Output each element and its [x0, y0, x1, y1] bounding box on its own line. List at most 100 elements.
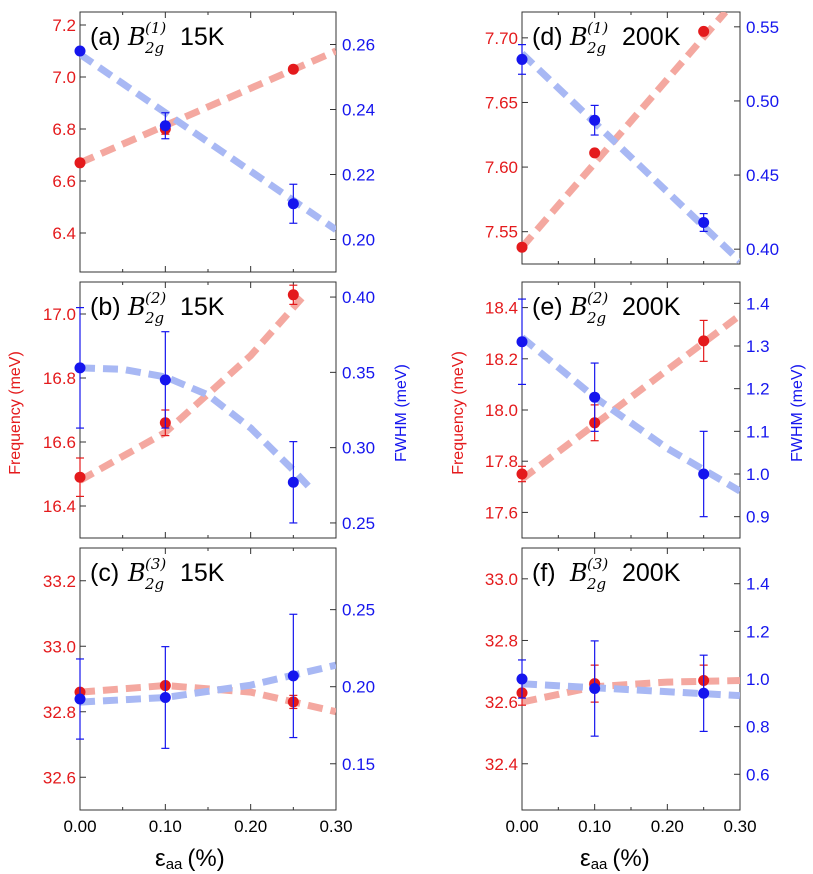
- panel-title-mode: B: [127, 559, 146, 587]
- y-tick-label-right: 0.25: [342, 601, 375, 620]
- y-tick-label-right: 0.25: [342, 514, 375, 533]
- y-tick-label-right: 0.55: [746, 18, 779, 37]
- y-tick-label-left: 7.55: [485, 223, 518, 242]
- y-tick-label-left: 32.6: [485, 693, 518, 712]
- panel-title-prefix: (c): [90, 559, 119, 587]
- ylabel-right-fwhm-2: FWHM (meV): [789, 364, 806, 462]
- panel-title-prefix: (d): [532, 23, 563, 51]
- frequency-point: [698, 25, 710, 37]
- fwhm-point: [516, 336, 528, 348]
- y-tick-label-right: 1.0: [746, 465, 770, 484]
- panel-title-mode-sup: (3): [587, 555, 608, 573]
- y-tick-label-left: 7.65: [485, 93, 518, 112]
- panel-title-temperature: 15K: [180, 293, 225, 321]
- y-tick-label-right: 0.24: [342, 101, 375, 120]
- panel-a: 6.4 6.6 6.8 7.0 7.2 0.20 0.22 0.24 0.26 (a) B (1) 2g…: [52, 11, 375, 273]
- fwhm-point: [74, 693, 86, 705]
- panel-title-mode-sub: 2g: [144, 39, 164, 57]
- y-tick-label-left: 32.8: [43, 703, 76, 722]
- x-tick-label: 0.20: [651, 817, 684, 836]
- fwhm-fit-line: [80, 364, 313, 491]
- panel-title-mode-sup: (2): [587, 289, 608, 307]
- x-tick-label: 0.30: [319, 817, 352, 836]
- x-tick-label: 0.10: [149, 817, 182, 836]
- panel-title-temperature: 200K: [622, 293, 681, 321]
- y-tick-label-right: 0.20: [342, 231, 375, 250]
- y-tick-label-left: 6.4: [52, 224, 76, 243]
- panel-title-mode-sub: 2g: [586, 575, 606, 593]
- fwhm-point: [159, 691, 171, 703]
- y-tick-label-left: 18.2: [485, 350, 518, 369]
- y-tick-label-right: 1.2: [746, 622, 770, 641]
- y-tick-label-left: 33.2: [43, 572, 76, 591]
- fwhm-point: [159, 374, 171, 386]
- y-tick-label-left: 32.4: [485, 755, 518, 774]
- y-tick-label-left: 17.6: [485, 503, 518, 522]
- y-tick-label-left: 16.4: [43, 497, 76, 516]
- fwhm-point: [74, 362, 86, 374]
- panel-title-mode: B: [127, 23, 146, 51]
- fwhm-point: [698, 216, 710, 228]
- y-tick-label-right: 0.20: [342, 678, 375, 697]
- fwhm-fit-line: [522, 50, 740, 264]
- frequency-fit-line: [522, 12, 729, 250]
- y-tick-label-left: 6.8: [52, 120, 76, 139]
- panel-e: 17.6 17.8 18.0 18.2 18.4 0.9 1.0 1.1 1.2 1.3 1.4 (e…: [485, 281, 770, 539]
- panel-title-mode: B: [569, 559, 588, 587]
- frequency-point: [287, 63, 299, 75]
- fwhm-point: [287, 476, 299, 488]
- y-tick-label-right: 0.40: [342, 288, 375, 307]
- panel-title-mode: B: [569, 293, 588, 321]
- ylabel-left-frequency-2: Frequency (meV): [450, 351, 467, 475]
- y-tick-label-right: 1.1: [746, 422, 770, 441]
- xlabel-left: εaa (%): [155, 845, 225, 873]
- panel-title-mode-sub: 2g: [586, 39, 606, 57]
- frequency-point: [589, 147, 601, 159]
- y-tick-label-left: 6.6: [52, 172, 76, 191]
- fwhm-point: [698, 468, 710, 480]
- panel-title-temperature: 15K: [180, 559, 225, 587]
- frequency-point: [74, 471, 86, 483]
- y-tick-label-left: 17.8: [485, 452, 518, 471]
- y-tick-label-right: 0.15: [342, 755, 375, 774]
- frequency-point: [287, 289, 299, 301]
- fwhm-point: [698, 687, 710, 699]
- panel-title-temperature: 200K: [622, 23, 681, 51]
- x-tick-label: 0.30: [723, 817, 756, 836]
- y-tick-label-left: 18.0: [485, 401, 518, 420]
- plot-frame: [79, 11, 337, 273]
- frequency-fit-line: [522, 677, 740, 706]
- panel-title-mode-sup: (1): [145, 19, 166, 37]
- panel-title-mode-sub: 2g: [144, 309, 164, 327]
- panel-b: 16.4 16.6 16.8 17.0 0.25 0.30 0.35 0.40 (b) B (2) 2…: [43, 281, 375, 539]
- fwhm-point: [516, 53, 528, 65]
- y-tick-label-left: 17.0: [43, 305, 76, 324]
- panel-title-prefix: (a): [90, 23, 121, 51]
- panel-title-mode-sup: (1): [587, 19, 608, 37]
- y-tick-label-left: 7.2: [52, 16, 76, 35]
- y-tick-label-right: 0.45: [746, 166, 779, 185]
- y-tick-label-right: 1.3: [746, 337, 770, 356]
- x-tick-label: 0.00: [505, 817, 538, 836]
- y-tick-label-left: 16.8: [43, 369, 76, 388]
- fwhm-fit-line: [522, 680, 740, 700]
- y-tick-label-left: 16.6: [43, 433, 76, 452]
- fwhm-point: [287, 670, 299, 682]
- ylabel-left-frequency: Frequency (meV): [7, 351, 24, 475]
- y-tick-label-left: 32.6: [43, 768, 76, 787]
- y-tick-label-right: 1.4: [746, 294, 770, 313]
- y-tick-label-left: 18.4: [485, 299, 518, 318]
- fwhm-point: [589, 683, 601, 695]
- panel-title-mode-sub: 2g: [144, 575, 164, 593]
- y-tick-label-left: 33.0: [43, 637, 76, 656]
- panel-title-mode: B: [127, 293, 146, 321]
- panel-title-mode-sup: (2): [145, 289, 166, 307]
- y-tick-label-right: 1.4: [746, 575, 770, 594]
- y-tick-label-left: 7.70: [485, 29, 518, 48]
- y-tick-label-right: 0.40: [746, 240, 779, 259]
- fwhm-point: [589, 114, 601, 126]
- x-tick-label: 0.00: [63, 817, 96, 836]
- frequency-point: [698, 335, 710, 347]
- y-tick-label-right: 1.0: [746, 670, 770, 689]
